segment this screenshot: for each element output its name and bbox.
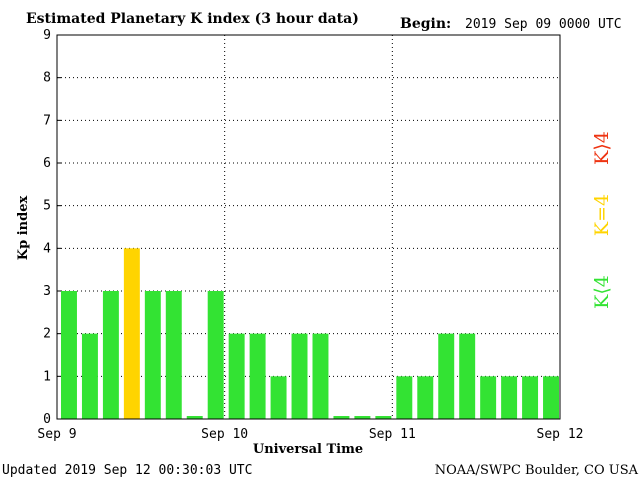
legend-equal: K=4 [591, 194, 613, 236]
kp-bar [522, 376, 539, 419]
y-tick-labels: 0 1 2 3 4 5 6 7 8 9 [43, 28, 61, 427]
y-tick-label: 6 [43, 156, 51, 171]
legend: K⟨4 K=4 K⟩4 [591, 131, 613, 309]
kp-bar [291, 333, 308, 419]
source-credit: NOAA/SWPC Boulder, CO USA [435, 463, 639, 478]
kp-bar [144, 291, 161, 419]
legend-high: K⟩4 [591, 131, 613, 165]
kp-bar [333, 416, 350, 419]
chart-title: Estimated Planetary K index (3 hour data… [26, 11, 359, 27]
kp-bar [501, 376, 518, 419]
x-tick-label: Sep 10 [201, 427, 248, 442]
kp-bar [270, 376, 287, 419]
x-tick-label: Sep 11 [369, 427, 416, 442]
y-axis-label: Kp index [16, 196, 31, 261]
kp-bar [207, 291, 224, 419]
kp-bar [543, 376, 559, 419]
kp-bar [81, 333, 98, 419]
kp-bar [102, 291, 119, 419]
kp-bar [459, 333, 476, 419]
y-tick-label: 3 [43, 284, 51, 299]
kp-bar [61, 291, 77, 419]
y-tick-label: 9 [43, 28, 51, 43]
x-axis-label: Universal Time [253, 442, 363, 457]
x-tick-labels: Sep 9 Sep 10 Sep 11 Sep 12 [37, 427, 583, 442]
kp-bar [249, 333, 266, 419]
updated-timestamp: Updated 2019 Sep 12 00:30:03 UTC [2, 463, 252, 478]
grid-lines [57, 35, 560, 419]
kp-bar [228, 333, 245, 419]
bars [61, 248, 559, 419]
kp-bar [165, 291, 182, 419]
y-tick-label: 2 [43, 327, 51, 342]
begin-label: Begin: [400, 16, 451, 32]
y-tick-label: 7 [43, 113, 51, 128]
kp-bar [312, 333, 329, 419]
legend-low: K⟨4 [591, 275, 613, 309]
kp-bar [186, 416, 203, 419]
x-tick-label: Sep 12 [537, 427, 584, 442]
y-tick-label: 8 [43, 71, 51, 86]
kp-bar [417, 376, 434, 419]
kp-bar [354, 416, 371, 419]
kp-bar [438, 333, 455, 419]
kp-bar [123, 248, 140, 419]
kp-bar [396, 376, 413, 419]
kp-bar [375, 416, 392, 419]
begin-value: 2019 Sep 09 0000 UTC [465, 17, 622, 32]
kp-bar [480, 376, 497, 419]
y-tick-label: 0 [43, 412, 51, 427]
y-tick-label: 1 [43, 369, 51, 384]
plot-frame [56, 34, 561, 420]
y-tick-label: 4 [43, 241, 51, 256]
y-tick-label: 5 [43, 199, 51, 214]
x-tick-label: Sep 9 [37, 427, 76, 442]
